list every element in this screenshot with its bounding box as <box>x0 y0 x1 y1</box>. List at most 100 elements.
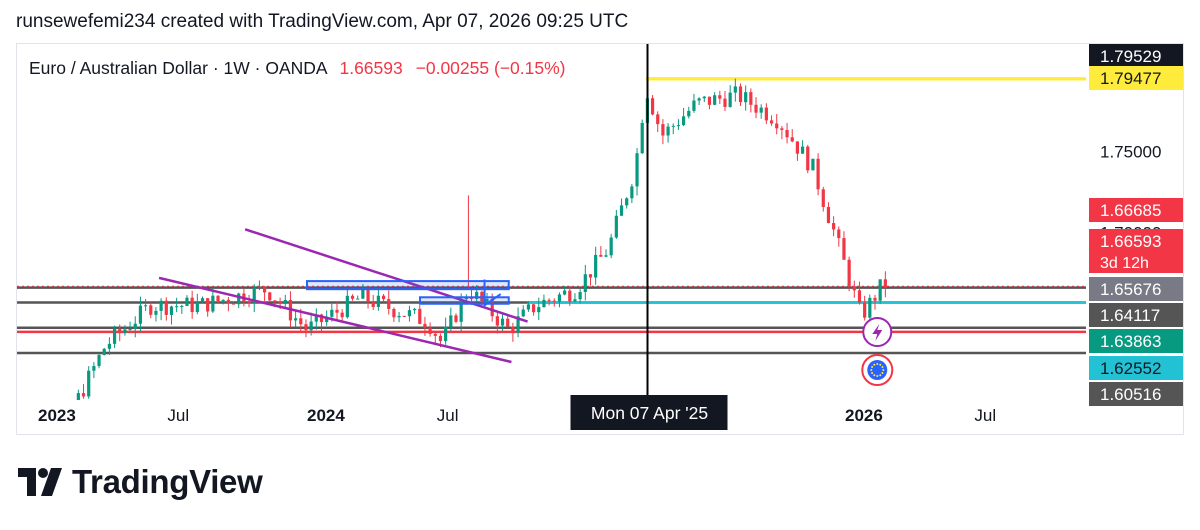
candle-body <box>107 343 111 349</box>
eu-flag-star <box>870 369 873 371</box>
candle-body <box>433 333 437 336</box>
candle-body <box>635 153 639 187</box>
price-label-text: 1.66593 <box>1100 232 1161 251</box>
symbol-legend[interactable]: Euro / Australian Dollar · 1W · OANDA 1.… <box>29 58 565 79</box>
candle-body <box>273 300 277 302</box>
candle-body <box>821 189 825 207</box>
candle-body <box>506 318 510 327</box>
candle-body <box>221 299 225 302</box>
tradingview-brand[interactable]: TradingView <box>18 463 263 501</box>
candle-body <box>133 323 137 329</box>
candle-body <box>583 274 587 292</box>
candle-body <box>614 215 618 238</box>
candle-body <box>423 323 427 328</box>
tradingview-logo-icon <box>18 468 62 496</box>
price-label-box <box>1089 329 1183 353</box>
eu-flag-star <box>876 375 879 377</box>
candle-body <box>407 310 412 317</box>
time-axis-bg <box>17 400 1086 434</box>
candle-body <box>118 328 122 334</box>
time-tick-label: Jul <box>167 406 189 425</box>
candle-body <box>707 96 712 105</box>
candle-body <box>816 158 820 190</box>
candle-body <box>138 305 143 324</box>
time-axis: 2023Jul2024Jul22026JulMon 07 Apr '25 <box>17 395 1086 434</box>
candle-body <box>180 305 184 307</box>
candle-body <box>557 294 562 302</box>
time-tick-label: Jul <box>974 406 996 425</box>
candle-body <box>661 124 665 136</box>
candle-body <box>759 107 763 113</box>
candle-body <box>666 126 670 136</box>
candle-body <box>350 295 355 299</box>
event-icons <box>861 317 894 386</box>
candle-body <box>609 237 613 256</box>
price-label-box <box>1089 382 1183 406</box>
candle-body <box>868 297 872 318</box>
eu-flag-star <box>881 366 884 368</box>
candle-body <box>459 299 463 322</box>
candle-body <box>531 304 536 313</box>
candle-body <box>195 302 199 313</box>
candle-body <box>625 198 629 206</box>
price-label-text: 1.79477 <box>1100 69 1161 88</box>
candle-body <box>728 92 732 107</box>
candle-body <box>718 95 722 99</box>
countdown-label: 3d 12h <box>1100 255 1149 272</box>
candle-body <box>656 114 660 125</box>
candle-body <box>764 107 768 121</box>
candle-body <box>485 298 489 302</box>
candle-body <box>847 259 851 287</box>
candle-body <box>314 314 318 322</box>
candle-body <box>371 302 375 307</box>
candle-body <box>169 306 174 315</box>
price-label-text: 1.60516 <box>1100 385 1161 404</box>
chart-caption: runsewefemi234 created with TradingView.… <box>16 11 629 32</box>
candle-body <box>857 290 862 303</box>
tradingview-wordmark: TradingView <box>72 463 263 500</box>
candle-body <box>428 327 432 334</box>
time-tick-label: 2023 <box>38 406 76 425</box>
price-label-box <box>1089 229 1183 273</box>
candle-body <box>319 314 324 323</box>
candle-body <box>526 304 531 310</box>
candle-body <box>299 318 303 325</box>
candle-body <box>749 92 753 105</box>
candle-body <box>800 146 805 154</box>
candle-body <box>516 316 520 333</box>
candle-body <box>604 255 608 257</box>
eu-flag-star <box>873 363 876 366</box>
candle-body <box>588 274 593 278</box>
candle-body <box>330 309 334 317</box>
candle-body <box>733 86 737 93</box>
candle-body <box>418 308 422 324</box>
candle-body <box>537 307 541 313</box>
chart-svg[interactable]: 1.750001.700001.795291.794771.666851.665… <box>17 44 1184 435</box>
crosshair-time-label-box <box>570 395 728 430</box>
candle-body <box>500 318 505 326</box>
eu-flag-star <box>876 363 879 365</box>
candle-body <box>252 287 256 303</box>
candle-body <box>568 290 572 302</box>
candle-body <box>852 286 856 291</box>
price-label-text: 1.63863 <box>1100 332 1161 351</box>
candle-body <box>878 279 882 301</box>
chart-panel[interactable]: 1.750001.700001.795291.794771.666851.665… <box>16 43 1184 435</box>
eu-flag-star <box>879 363 882 366</box>
candle-body <box>345 295 349 318</box>
candle-body <box>335 309 339 313</box>
candle-body <box>190 297 194 313</box>
candle-body <box>490 298 494 317</box>
eu-flag-star <box>873 374 876 377</box>
price-axis: 1.750001.700001.795291.794771.666851.665… <box>1086 44 1183 434</box>
candle-body <box>630 186 634 199</box>
candle-body <box>713 95 717 105</box>
candle-body <box>149 305 153 315</box>
candle-body <box>873 297 877 301</box>
candle-body <box>769 120 774 124</box>
candle-body <box>164 300 168 315</box>
drawings <box>158 228 528 364</box>
candle-body <box>883 279 887 288</box>
candle-body <box>283 299 287 304</box>
time-tick-label: 2026 <box>845 406 883 425</box>
